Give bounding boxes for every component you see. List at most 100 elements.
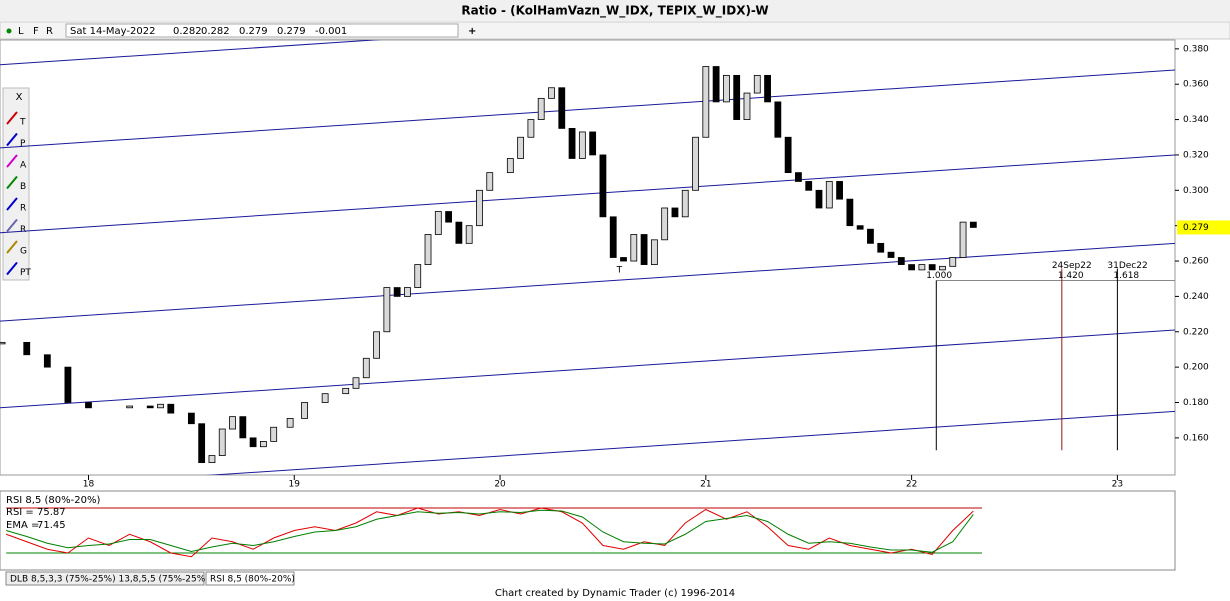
rsi-panel	[0, 490, 1176, 571]
candle	[939, 265, 946, 271]
candle	[414, 264, 422, 288]
window-title: Ratio - (KolHamVazn_W_IDX, TEPIX_W_IDX)-…	[461, 4, 768, 19]
candle	[455, 221, 463, 244]
tool-label[interactable]: G	[20, 247, 27, 257]
projection-ratio: 1.618	[1113, 271, 1139, 281]
tool-label[interactable]: T	[19, 118, 26, 128]
y-tick-label: 0.320	[1183, 150, 1209, 160]
quote-low: 0.279	[239, 26, 268, 37]
candle	[825, 181, 833, 209]
candle	[630, 234, 638, 262]
tab-label[interactable]: DLB 8,5,3,3 (75%-25%) 13,8,5,5 (75%-25%)	[10, 575, 209, 585]
candle	[218, 428, 226, 456]
candle	[157, 403, 164, 409]
x-tick-label: 18	[83, 480, 95, 490]
candle	[764, 74, 771, 103]
tab-label[interactable]: RSI 8,5 (80%-20%)	[210, 575, 295, 585]
candle	[969, 221, 977, 228]
candle	[434, 211, 442, 235]
tool-icon	[6, 175, 18, 190]
candle	[887, 251, 895, 258]
tool-icon	[6, 132, 18, 147]
tool-label[interactable]: B	[20, 182, 26, 192]
candle	[43, 354, 51, 368]
tool-label[interactable]: R	[20, 225, 26, 235]
candle	[373, 331, 380, 359]
candle	[671, 207, 679, 218]
y-tick-label: 0.300	[1183, 186, 1209, 196]
candle	[167, 403, 175, 414]
legend-name: RSI =	[6, 507, 34, 518]
y-tick-label: 0.380	[1183, 44, 1209, 54]
tool-icon	[6, 261, 18, 276]
candle	[23, 341, 31, 356]
candle	[404, 287, 411, 297]
x-tick-label: 20	[494, 480, 506, 490]
candle	[908, 264, 916, 271]
mode-L[interactable]: L	[18, 26, 24, 37]
legend-name: EMA =	[6, 520, 39, 531]
channel-line	[0, 242, 1175, 322]
candle	[465, 225, 473, 244]
tool-icon	[6, 154, 18, 168]
x-tick-label: 19	[289, 480, 301, 490]
mode-R[interactable]: R	[46, 26, 53, 37]
candle	[692, 136, 699, 191]
last-price-label: 0.279	[1183, 223, 1209, 233]
channel-line	[206, 410, 1175, 475]
candle	[321, 393, 329, 403]
candle	[743, 92, 751, 120]
tool-label[interactable]: R	[20, 204, 26, 214]
tool-icon	[6, 240, 18, 254]
tool-label[interactable]: A	[20, 161, 27, 171]
mode-F[interactable]: F	[33, 26, 39, 37]
channel-line	[0, 329, 1175, 409]
tab[interactable]	[205, 571, 295, 586]
candle	[784, 136, 792, 174]
candle	[301, 402, 308, 419]
rsi-title: RSI 8,5 (80%-20%)	[6, 495, 100, 506]
candle	[733, 74, 741, 120]
y-tick-label: 0.200	[1183, 363, 1209, 373]
quote-box	[65, 23, 459, 38]
candle	[64, 366, 72, 403]
candle	[949, 257, 957, 267]
x-tick-label: 23	[1112, 480, 1123, 490]
candle	[897, 257, 905, 265]
candle	[774, 101, 782, 138]
candle	[661, 207, 669, 241]
quote-open: 0.282	[173, 26, 202, 37]
y-tick-label: 0.260	[1183, 257, 1209, 267]
projection-ratio: 1.000	[926, 271, 952, 281]
candle	[578, 131, 586, 159]
candle	[548, 87, 555, 99]
candle	[393, 287, 401, 297]
y-tick-label: 0.360	[1183, 80, 1209, 90]
candle	[805, 181, 813, 191]
candle	[249, 437, 257, 448]
candle	[445, 211, 452, 223]
candle	[146, 405, 154, 409]
tool-label[interactable]: P	[20, 139, 26, 149]
add-button[interactable]: +	[468, 26, 476, 37]
tab[interactable]	[5, 571, 205, 586]
title-bar	[0, 0, 1230, 21]
candle	[198, 423, 206, 464]
candle	[620, 257, 627, 262]
annotation: T	[616, 265, 623, 275]
tool-label[interactable]: PT	[20, 268, 31, 278]
channel-line	[0, 40, 382, 66]
tool-close[interactable]: X	[16, 92, 23, 103]
candle	[352, 377, 360, 389]
candle	[928, 264, 936, 271]
candle	[486, 172, 494, 191]
candle	[286, 418, 294, 428]
projection-date: 31Dec22	[1107, 261, 1147, 271]
x-tick-label: 21	[700, 480, 711, 490]
tool-panel	[2, 87, 30, 281]
quote-change: -0.001	[315, 26, 347, 37]
rsi-line	[6, 509, 974, 553]
candle	[640, 234, 648, 265]
candle	[599, 154, 607, 218]
